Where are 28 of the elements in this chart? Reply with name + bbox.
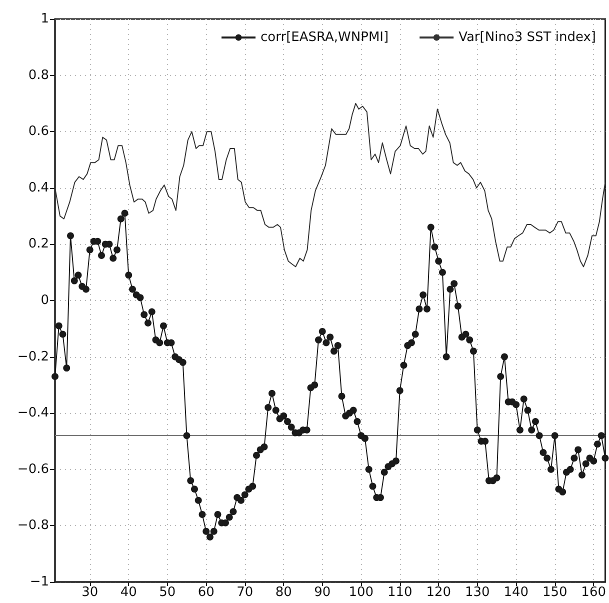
x-tick-label: 120	[426, 585, 452, 600]
y-tick-label: 0.8	[28, 68, 49, 83]
y-tick-label: 0.6	[28, 124, 49, 140]
x-tick-label: 140	[504, 585, 529, 600]
x-tick-label: 160	[581, 585, 606, 600]
x-tick-label: 60	[198, 585, 214, 600]
x-tick-label: 40	[120, 585, 137, 600]
line-series	[54, 102, 606, 268]
legend-label: corr[EASRA,WNPMI]	[260, 30, 389, 45]
y-tick-label: 0.4	[28, 180, 49, 196]
x-tick-label: 70	[236, 585, 254, 600]
x-tick-label: 130	[464, 585, 490, 600]
x-tick-label: 150	[542, 585, 568, 600]
y-tick-label: −0.6	[17, 462, 49, 477]
y-tick-label: 0.2	[28, 236, 49, 252]
y-tick-label: 0	[40, 293, 49, 308]
x-tick-label: 50	[159, 585, 176, 600]
y-tick-label: 1	[40, 12, 49, 26]
x-tick-label: 110	[387, 585, 412, 600]
x-tick-label: 90	[314, 585, 331, 600]
x-tick-label: 80	[275, 585, 292, 600]
legend-label: Var[Nino3 SST index]	[458, 30, 596, 45]
x-tick-label: 30	[82, 585, 98, 600]
y-tick-label: −0.4	[17, 406, 49, 421]
y-tick-label: −0.2	[17, 349, 49, 364]
y-tick-label: −0.8	[17, 518, 49, 534]
x-tick-label: 100	[348, 585, 374, 600]
y-tick-label: −1	[30, 574, 49, 590]
